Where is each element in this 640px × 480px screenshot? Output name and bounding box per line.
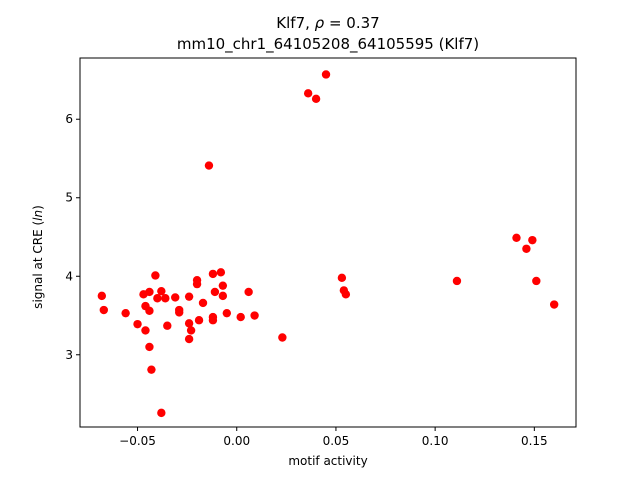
y-axis-label-close: ) (31, 205, 45, 210)
data-point (204, 161, 214, 170)
data-point (216, 268, 226, 277)
data-point (184, 292, 194, 301)
data-point (194, 316, 204, 325)
x-axis-label: motif activity (288, 454, 368, 468)
data-point (163, 321, 172, 330)
data-point (157, 286, 166, 296)
y-tick-label: 4 (65, 269, 73, 283)
data-point (175, 305, 184, 315)
y-tick-label: 6 (65, 112, 73, 126)
data-point (97, 291, 107, 301)
data-point (528, 235, 537, 245)
data-point (184, 334, 194, 344)
data-point (145, 287, 154, 297)
data-point (121, 308, 130, 318)
data-point (218, 291, 228, 301)
data-point (512, 233, 521, 242)
data-point (145, 342, 154, 352)
chart-title-line-1: Klf7, ρ = 0.37 (80, 14, 576, 32)
y-tick-label: 3 (65, 348, 73, 362)
x-tick-label: −0.05 (119, 434, 156, 448)
data-point (303, 89, 313, 98)
data-point (184, 319, 194, 328)
data-point (198, 298, 208, 308)
data-point (311, 94, 321, 104)
x-tick-label: 0.15 (521, 434, 548, 448)
data-point (141, 326, 150, 335)
y-axis-label-unit: ln (31, 209, 45, 221)
x-tick-label: 0.10 (422, 434, 449, 448)
data-point (522, 244, 531, 253)
data-point (452, 276, 462, 286)
data-point (145, 306, 154, 316)
data-point (337, 273, 347, 283)
data-point (236, 312, 245, 322)
data-point (222, 308, 232, 318)
data-point (147, 365, 156, 374)
data-point (171, 293, 180, 302)
data-point (250, 311, 259, 320)
y-axis-label: signal at CRE (ln) (31, 205, 45, 309)
data-point (218, 281, 228, 290)
data-point (244, 287, 253, 297)
data-point (208, 269, 218, 279)
data-point (161, 294, 170, 303)
data-point (157, 408, 166, 418)
data-point (133, 319, 142, 329)
chart-title-gene: Klf7, (276, 14, 315, 32)
chart-title-line-2: mm10_chr1_64105208_64105595 (Klf7) (176, 35, 480, 53)
y-tick-label: 5 (65, 191, 73, 205)
data-point (532, 276, 541, 286)
data-point (186, 326, 196, 335)
data-point (278, 333, 287, 342)
data-point (321, 70, 331, 79)
chart-title-rho-symbol: ρ (314, 14, 325, 32)
y-axis-label-text: signal at CRE ( (31, 220, 45, 309)
data-point (153, 294, 162, 303)
data-point (192, 275, 202, 285)
axes-frame (79, 57, 577, 428)
chart-title-rho-value: = 0.37 (324, 14, 380, 32)
x-tick-label: 0.00 (223, 434, 250, 448)
x-tick-label: 0.05 (323, 434, 350, 448)
data-point (210, 287, 220, 297)
data-point (99, 305, 109, 315)
data-point (549, 300, 559, 309)
data-point (151, 271, 160, 280)
data-point (341, 290, 351, 299)
data-point (208, 312, 218, 322)
